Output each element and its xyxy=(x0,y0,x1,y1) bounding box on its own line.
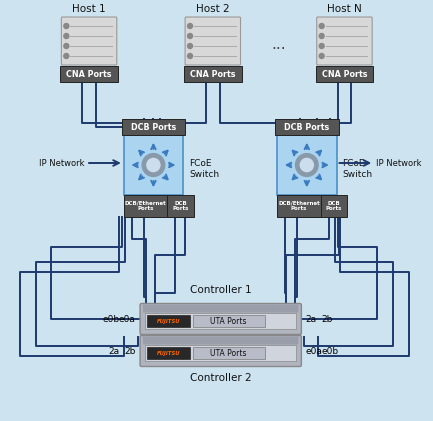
Text: CNA Ports: CNA Ports xyxy=(190,69,236,78)
Bar xyxy=(321,195,347,217)
Text: DCB Ports: DCB Ports xyxy=(284,123,330,131)
Circle shape xyxy=(319,34,324,38)
Text: IP Network: IP Network xyxy=(39,158,84,168)
Circle shape xyxy=(319,43,324,48)
FancyBboxPatch shape xyxy=(143,304,298,312)
Text: Controller 2: Controller 2 xyxy=(190,373,252,383)
Circle shape xyxy=(64,34,69,38)
Circle shape xyxy=(319,53,324,59)
Bar xyxy=(193,347,265,359)
Circle shape xyxy=(319,24,324,29)
Text: ...: ... xyxy=(272,37,287,51)
Text: Host 2: Host 2 xyxy=(196,4,229,14)
Text: DCB Ports: DCB Ports xyxy=(131,123,176,131)
FancyBboxPatch shape xyxy=(185,17,240,65)
Text: e0a: e0a xyxy=(306,346,323,355)
FancyBboxPatch shape xyxy=(143,336,298,344)
Bar xyxy=(277,195,321,217)
Bar xyxy=(277,135,336,195)
FancyBboxPatch shape xyxy=(317,17,372,65)
FancyBboxPatch shape xyxy=(140,336,301,367)
Bar xyxy=(148,315,190,327)
Text: DCB/Ethernet
Ports: DCB/Ethernet Ports xyxy=(278,200,320,211)
Text: UTA Ports: UTA Ports xyxy=(210,349,247,357)
Text: UTA Ports: UTA Ports xyxy=(210,317,247,325)
Text: e0b: e0b xyxy=(103,314,120,323)
Text: CNA Ports: CNA Ports xyxy=(66,69,112,78)
Text: DCB/Ethernet
Ports: DCB/Ethernet Ports xyxy=(125,200,166,211)
Text: e0b: e0b xyxy=(322,346,339,355)
Bar xyxy=(122,119,185,135)
Bar xyxy=(193,315,265,327)
Text: FUJITSU: FUJITSU xyxy=(157,319,180,323)
Text: CNA Ports: CNA Ports xyxy=(322,69,367,78)
Circle shape xyxy=(64,53,69,59)
Circle shape xyxy=(296,154,318,176)
Bar xyxy=(167,195,194,217)
Bar xyxy=(145,313,296,329)
Circle shape xyxy=(187,43,193,48)
Circle shape xyxy=(147,158,160,172)
FancyBboxPatch shape xyxy=(140,304,301,335)
FancyBboxPatch shape xyxy=(61,17,117,65)
Text: e0a: e0a xyxy=(119,314,136,323)
Text: 2b: 2b xyxy=(322,314,333,323)
Circle shape xyxy=(301,158,313,172)
Circle shape xyxy=(64,43,69,48)
Bar xyxy=(275,119,339,135)
Bar xyxy=(124,135,183,195)
Text: 2b: 2b xyxy=(124,346,136,355)
Text: DCB
Ports: DCB Ports xyxy=(172,200,189,211)
Circle shape xyxy=(64,24,69,29)
Bar xyxy=(316,66,373,82)
Circle shape xyxy=(187,24,193,29)
Bar xyxy=(124,195,167,217)
Bar xyxy=(60,66,118,82)
Text: 2a: 2a xyxy=(306,314,317,323)
Text: FCoE
Switch: FCoE Switch xyxy=(189,159,219,179)
Text: Host N: Host N xyxy=(327,4,362,14)
Circle shape xyxy=(187,53,193,59)
Bar xyxy=(148,347,190,359)
Text: FUJITSU: FUJITSU xyxy=(157,351,180,355)
Text: Host 1: Host 1 xyxy=(72,4,106,14)
Circle shape xyxy=(142,154,165,176)
Circle shape xyxy=(187,34,193,38)
Text: DCB
Ports: DCB Ports xyxy=(326,200,342,211)
Text: FCoE
Switch: FCoE Switch xyxy=(343,159,372,179)
Text: Controller 1: Controller 1 xyxy=(190,285,252,295)
Text: 2a: 2a xyxy=(109,346,120,355)
Bar xyxy=(184,66,242,82)
Text: IP Network: IP Network xyxy=(376,158,422,168)
Bar xyxy=(145,345,296,361)
